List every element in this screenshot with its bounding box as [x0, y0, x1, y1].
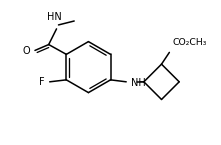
Text: CO₂CH₃: CO₂CH₃: [172, 38, 207, 47]
Text: O: O: [22, 46, 30, 56]
Text: HN: HN: [47, 12, 62, 22]
Text: NH: NH: [131, 78, 146, 88]
Text: F: F: [39, 77, 45, 87]
